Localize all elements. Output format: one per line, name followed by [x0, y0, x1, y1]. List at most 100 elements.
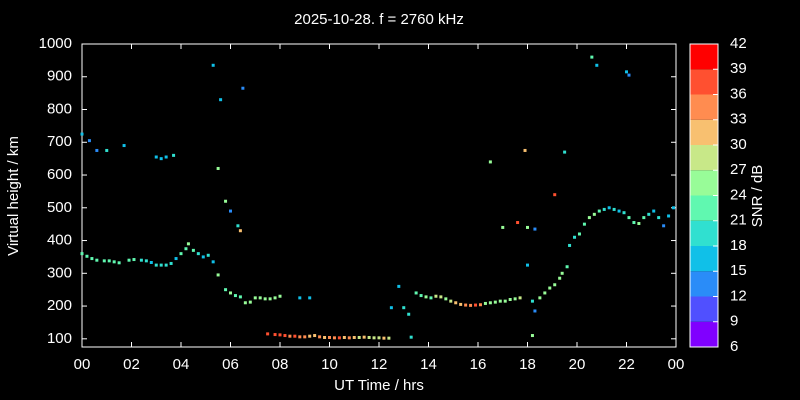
- data-point: [323, 336, 327, 340]
- data-point: [241, 86, 245, 90]
- data-point: [95, 148, 99, 152]
- data-point: [516, 221, 520, 225]
- data-point: [219, 98, 223, 102]
- data-point: [313, 334, 317, 338]
- colorbar-segment: [690, 44, 718, 70]
- data-point: [526, 263, 529, 267]
- data-point: [625, 70, 628, 74]
- data-point: [206, 253, 210, 257]
- data-point: [201, 255, 205, 259]
- data-point: [558, 276, 562, 280]
- data-point: [107, 259, 111, 263]
- colorbar-tick-label: 21: [730, 212, 747, 229]
- data-point: [352, 336, 356, 340]
- y-tick-label: 500: [47, 199, 72, 216]
- data-point: [419, 294, 423, 298]
- data-point: [85, 254, 89, 258]
- x-tick-label: 00: [74, 356, 91, 373]
- data-point: [238, 295, 242, 299]
- data-point: [211, 260, 215, 264]
- x-tick-label: 16: [470, 356, 487, 373]
- data-point: [508, 298, 512, 302]
- colorbar-tick-label: 30: [730, 136, 747, 153]
- data-point: [298, 335, 302, 339]
- data-point: [607, 206, 611, 210]
- data-point: [164, 155, 168, 159]
- colorbar-tick-label: 39: [730, 60, 747, 77]
- data-point: [298, 296, 302, 300]
- colorbar-segment: [690, 195, 718, 221]
- data-point: [382, 336, 386, 340]
- data-point: [179, 252, 183, 256]
- data-point: [553, 193, 557, 197]
- data-point: [216, 273, 220, 277]
- data-point: [308, 334, 312, 338]
- data-point: [518, 296, 522, 300]
- data-point: [211, 63, 215, 67]
- data-point: [582, 222, 586, 226]
- data-point: [474, 303, 478, 307]
- data-point: [637, 222, 641, 226]
- data-point: [169, 261, 173, 265]
- data-point: [347, 336, 351, 340]
- colorbar-tick-label: 18: [730, 237, 747, 254]
- data-point: [224, 199, 228, 203]
- data-point: [538, 296, 542, 300]
- data-point: [469, 303, 473, 307]
- y-tick-label: 100: [47, 330, 72, 347]
- data-point: [112, 260, 116, 264]
- data-point: [149, 260, 153, 264]
- data-point: [159, 157, 163, 161]
- colorbar-tick-label: 15: [730, 262, 747, 279]
- data-point: [117, 261, 121, 265]
- data-point: [102, 259, 106, 263]
- data-point: [308, 296, 312, 300]
- data-point: [229, 291, 232, 295]
- data-point: [105, 148, 109, 152]
- y-tick-label: 1000: [39, 35, 72, 52]
- x-tick-label: 12: [371, 356, 388, 373]
- data-point: [87, 139, 91, 143]
- colorbar-tick-label: 6: [730, 338, 738, 355]
- data-point: [553, 283, 557, 287]
- x-tick-label: 22: [618, 356, 635, 373]
- colorbar-segment: [690, 119, 718, 145]
- data-point: [483, 301, 487, 305]
- data-point: [337, 336, 341, 340]
- data-point: [184, 247, 188, 251]
- data-point: [387, 336, 391, 340]
- data-point: [80, 252, 84, 256]
- data-point: [573, 235, 577, 239]
- data-point: [434, 294, 438, 298]
- data-point: [407, 312, 411, 316]
- data-point: [174, 257, 178, 261]
- colorbar-segment: [690, 246, 718, 272]
- data-point: [617, 209, 621, 213]
- data-point: [397, 284, 401, 288]
- data-point: [493, 300, 497, 304]
- data-point: [622, 211, 626, 215]
- data-point: [191, 248, 195, 252]
- colorbar-tick-label: 9: [730, 313, 738, 330]
- data-point: [543, 291, 547, 295]
- data-point: [278, 294, 282, 298]
- data-point: [367, 336, 371, 340]
- colorbar-segment: [690, 69, 718, 95]
- data-point: [172, 153, 176, 157]
- colorbar-segment: [690, 170, 718, 196]
- y-tick-label: 800: [47, 100, 72, 117]
- colorbar-tick-label: 36: [730, 85, 747, 102]
- data-point: [229, 209, 232, 213]
- data-point: [672, 206, 676, 210]
- data-point: [449, 299, 453, 303]
- data-point: [612, 207, 616, 211]
- data-point: [602, 207, 606, 211]
- x-tick-label: 08: [272, 356, 289, 373]
- y-axis-label: Virtual height / km: [5, 136, 22, 256]
- data-point: [328, 336, 331, 340]
- data-point: [662, 224, 666, 228]
- data-point: [372, 336, 376, 340]
- data-point: [533, 227, 537, 231]
